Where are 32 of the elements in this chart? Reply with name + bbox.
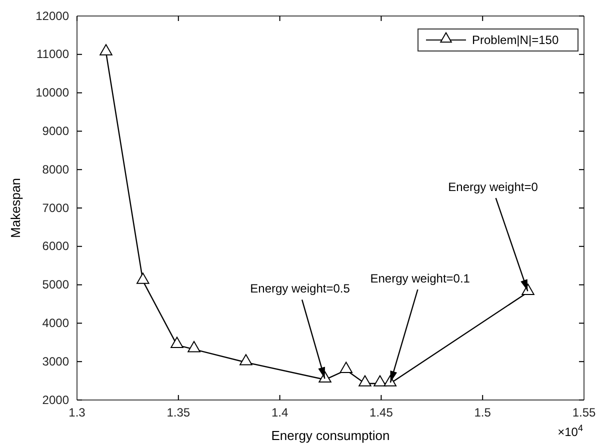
point xyxy=(170,336,184,348)
x-tick-label: 1.5 xyxy=(474,406,492,420)
y-tick-label: 11000 xyxy=(36,47,70,62)
x-tick-label: 1.45 xyxy=(370,406,394,420)
text: ×10$^{4}$ xyxy=(558,423,583,439)
x-tick-label: 1.35 xyxy=(166,406,190,420)
y-tick-label: 4000 xyxy=(42,316,70,330)
point xyxy=(374,375,386,386)
x-axis-title: Energy consumption xyxy=(271,428,390,443)
y-tick-label: 6000 xyxy=(42,239,70,254)
x-tick-label: 1.3 xyxy=(68,406,86,420)
annotation: Energy weight=0 xyxy=(448,180,538,194)
point xyxy=(340,362,352,373)
point xyxy=(358,375,372,386)
y-tick-label: 3000 xyxy=(42,354,70,368)
x-tick-label: 1.4 xyxy=(271,406,288,420)
y-tick-label: 8000 xyxy=(42,162,70,176)
y-tick-label: 5000 xyxy=(42,278,70,292)
annotation: Energy weight=0.1 xyxy=(370,271,470,286)
y-tick-label: 2000 xyxy=(42,392,70,407)
legend-label: Problem|N|=150 xyxy=(472,33,559,47)
point xyxy=(240,354,252,366)
point xyxy=(136,272,150,284)
point xyxy=(188,341,200,352)
y-axis-title: Makespan xyxy=(8,178,23,238)
y-tick-label: 9000 xyxy=(42,124,70,138)
y-tick-label: 10000 xyxy=(36,86,70,100)
x-tick-label: 1.55 xyxy=(572,406,596,420)
annotation: Energy weight=0.5 xyxy=(250,282,350,296)
y-tick-label: 7000 xyxy=(42,200,70,215)
y-tick-label: 12000 xyxy=(36,8,70,23)
point xyxy=(100,44,112,56)
